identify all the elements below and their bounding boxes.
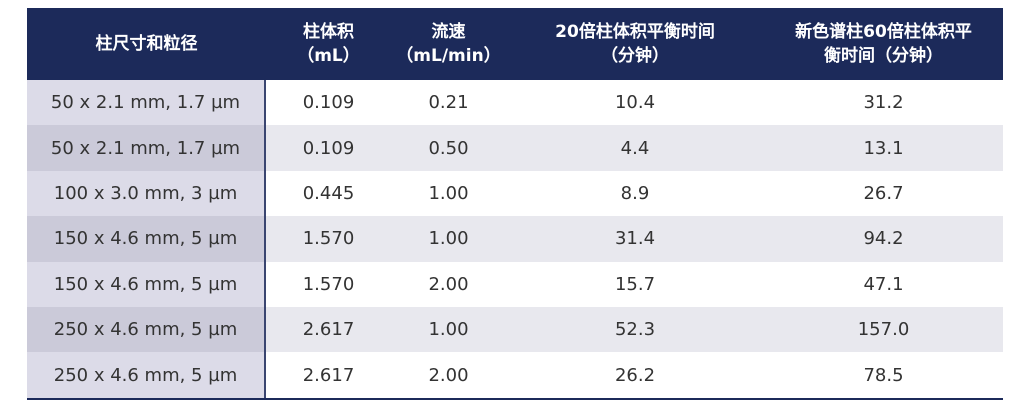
- data-cell: 1.00: [428, 182, 469, 204]
- row-label: 100 x 3.0 mm, 3 µm: [27, 170, 266, 217]
- data-cell: 26.7: [863, 182, 904, 204]
- header-cell: 新色谱柱60倍柱体积平 衡时间（分钟）: [764, 8, 1003, 80]
- data-cell: 26.2: [614, 364, 656, 386]
- table: 柱尺寸和粒径 柱体积 （mL） 流速 （mL/min） 20倍柱体积平衡时间 （分钟） 新色谱…: [27, 8, 1003, 400]
- data-cell: 1.00: [391, 307, 506, 353]
- data-cell: 52.3: [506, 307, 764, 353]
- row-label: 50 x 2.1 mm, 1.7 µm: [27, 125, 266, 171]
- header-text: （mL/min）: [396, 46, 501, 66]
- row-label: 250 x 4.6 mm, 5 µm: [27, 352, 266, 398]
- data-cell: 0.109: [266, 125, 391, 171]
- header-text: 衡时间（分钟）: [824, 46, 943, 66]
- header-text: 柱尺寸和粒径: [95, 34, 198, 54]
- header-text: （mL）: [297, 46, 360, 66]
- data-cell: 47.1: [863, 273, 904, 295]
- header-text: 柱体积: [303, 22, 354, 42]
- data-cell: 1.570: [266, 216, 391, 262]
- header-text: 流速: [431, 22, 466, 42]
- data-cell: 94.2: [764, 216, 1003, 262]
- header-cell: 柱体积 （mL）: [266, 8, 391, 80]
- data-cell: 2.00: [428, 364, 469, 386]
- data-cell: 1.00: [391, 216, 506, 262]
- header-text: 20倍柱体积平衡时间: [555, 22, 715, 42]
- data-cell: 0.21: [428, 92, 469, 114]
- data-cell: 2.00: [428, 273, 469, 295]
- row-label: 150 x 4.6 mm, 5 µm: [27, 216, 266, 262]
- data-cell: 2.617: [266, 307, 391, 353]
- header-cell: 柱尺寸和粒径: [27, 8, 266, 80]
- row-label: 50 x 2.1 mm, 1.7 µm: [27, 80, 266, 126]
- data-cell: 0.50: [391, 125, 506, 171]
- data-cell: 0.109: [302, 92, 355, 114]
- data-cell: 157.0: [764, 307, 1003, 353]
- header-cell: 流速 （mL/min）: [391, 8, 506, 80]
- row-label: 250 x 4.6 mm, 5 µm: [27, 307, 266, 353]
- header-cell: 20倍柱体积平衡时间 （分钟）: [506, 8, 764, 80]
- data-cell: 1.570: [302, 273, 355, 295]
- data-cell: 10.4: [614, 92, 656, 114]
- data-cell: 2.617: [302, 364, 355, 386]
- data-cell: 78.5: [863, 364, 904, 386]
- data-cell: 15.7: [614, 273, 656, 295]
- data-cell: 4.4: [506, 125, 764, 171]
- data-cell: 31.2: [863, 92, 904, 114]
- data-cell: 31.4: [506, 216, 764, 262]
- data-cell: 0.445: [302, 182, 355, 204]
- data-cell: 8.9: [620, 182, 650, 204]
- header-text: 新色谱柱60倍柱体积平: [795, 22, 972, 42]
- data-cell: 13.1: [764, 125, 1003, 171]
- header-text: （分钟）: [601, 46, 669, 66]
- row-label: 150 x 4.6 mm, 5 µm: [27, 261, 266, 307]
